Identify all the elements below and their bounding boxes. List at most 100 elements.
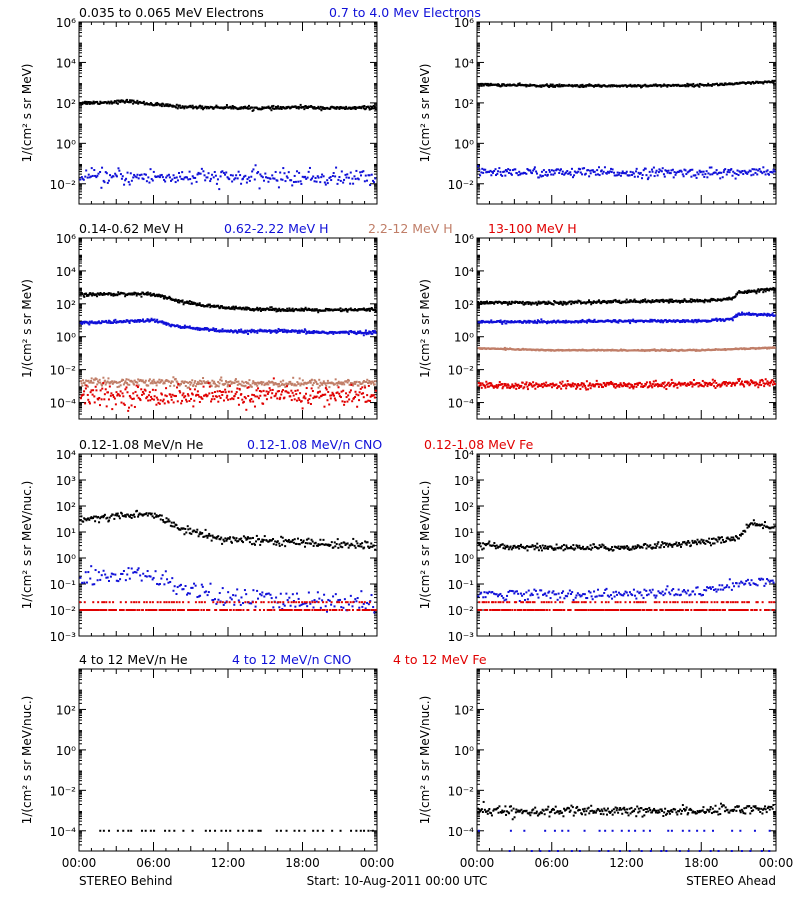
- data-point: [104, 388, 107, 391]
- data-point: [558, 349, 561, 352]
- data-point: [169, 393, 172, 396]
- data-point: [248, 379, 251, 382]
- data-point: [114, 318, 117, 321]
- data-point: [500, 84, 503, 87]
- series-blue: [79, 164, 377, 191]
- data-point: [335, 107, 338, 110]
- data-point: [703, 175, 706, 178]
- data-point: [720, 171, 723, 174]
- data-point: [282, 167, 285, 170]
- data-point: [302, 309, 305, 312]
- data-point: [482, 301, 485, 304]
- data-point: [282, 379, 285, 382]
- data-point: [202, 377, 205, 380]
- data-point: [589, 172, 592, 175]
- data-point: [280, 393, 283, 396]
- data-point: [190, 106, 193, 109]
- data-point: [577, 167, 580, 170]
- data-point: [345, 396, 348, 399]
- data-point: [177, 382, 180, 385]
- data-point: [153, 294, 156, 297]
- data-point: [625, 170, 628, 173]
- data-point: [565, 303, 568, 306]
- data-point: [768, 173, 771, 176]
- data-point: [365, 400, 368, 403]
- data-point: [696, 319, 699, 322]
- data-point: [163, 321, 166, 324]
- data-point: [134, 175, 137, 178]
- data-point: [569, 173, 572, 176]
- data-point: [196, 381, 199, 384]
- data-point: [484, 302, 487, 305]
- data-point: [485, 84, 488, 87]
- data-point: [144, 389, 147, 392]
- data-point: [556, 83, 559, 86]
- y-tick-label: 10⁰: [56, 331, 76, 345]
- data-point: [272, 104, 275, 107]
- data-point: [99, 100, 102, 103]
- data-point: [103, 379, 106, 382]
- data-point: [309, 379, 312, 382]
- data-point: [278, 307, 281, 310]
- data-point: [274, 330, 277, 333]
- data-point: [318, 384, 321, 387]
- data-point: [85, 102, 88, 105]
- data-point: [662, 321, 665, 324]
- data-point: [113, 100, 116, 103]
- data-point: [222, 330, 225, 333]
- data-point: [666, 320, 669, 323]
- data-point: [722, 171, 725, 174]
- data-point: [273, 383, 276, 386]
- data-point: [101, 387, 104, 390]
- data-point: [156, 398, 159, 401]
- data-point: [175, 103, 178, 106]
- data-point: [610, 167, 613, 170]
- data-point: [197, 106, 200, 109]
- data-point: [501, 84, 504, 87]
- data-point: [88, 323, 91, 326]
- data-point: [109, 292, 112, 295]
- data-point: [97, 172, 100, 175]
- data-point: [352, 384, 355, 387]
- data-point: [321, 106, 324, 109]
- data-point: [293, 383, 296, 386]
- data-point: [727, 168, 730, 171]
- data-point: [210, 385, 213, 388]
- data-point: [124, 179, 127, 182]
- data-point: [738, 312, 741, 315]
- data-point: [198, 304, 201, 307]
- data-point: [125, 386, 128, 389]
- data-point: [768, 313, 771, 316]
- data-point: [655, 298, 658, 301]
- data-point: [156, 295, 159, 298]
- data-point: [254, 381, 257, 384]
- data-point: [501, 174, 504, 177]
- data-point: [661, 300, 664, 303]
- data-point: [244, 174, 247, 177]
- data-point: [198, 395, 201, 398]
- data-point: [319, 181, 322, 184]
- data-point: [82, 294, 85, 297]
- data-point: [256, 306, 259, 309]
- data-point: [227, 329, 230, 332]
- data-point: [250, 309, 253, 312]
- data-point: [265, 398, 268, 401]
- data-point: [661, 167, 664, 170]
- data-point: [130, 404, 133, 407]
- data-point: [596, 84, 599, 87]
- data-point: [687, 170, 690, 173]
- data-point: [543, 301, 546, 304]
- data-point: [245, 306, 248, 309]
- data-point: [730, 298, 733, 301]
- data-point: [210, 106, 213, 109]
- data-point: [580, 320, 583, 323]
- data-point: [200, 380, 203, 383]
- data-point: [280, 107, 283, 110]
- y-tick-label: 10⁻⁴: [448, 397, 475, 411]
- data-point: [259, 309, 262, 312]
- data-point: [560, 321, 563, 324]
- data-point: [259, 307, 262, 310]
- data-point: [317, 391, 320, 394]
- data-point: [258, 330, 261, 333]
- data-point: [305, 382, 308, 385]
